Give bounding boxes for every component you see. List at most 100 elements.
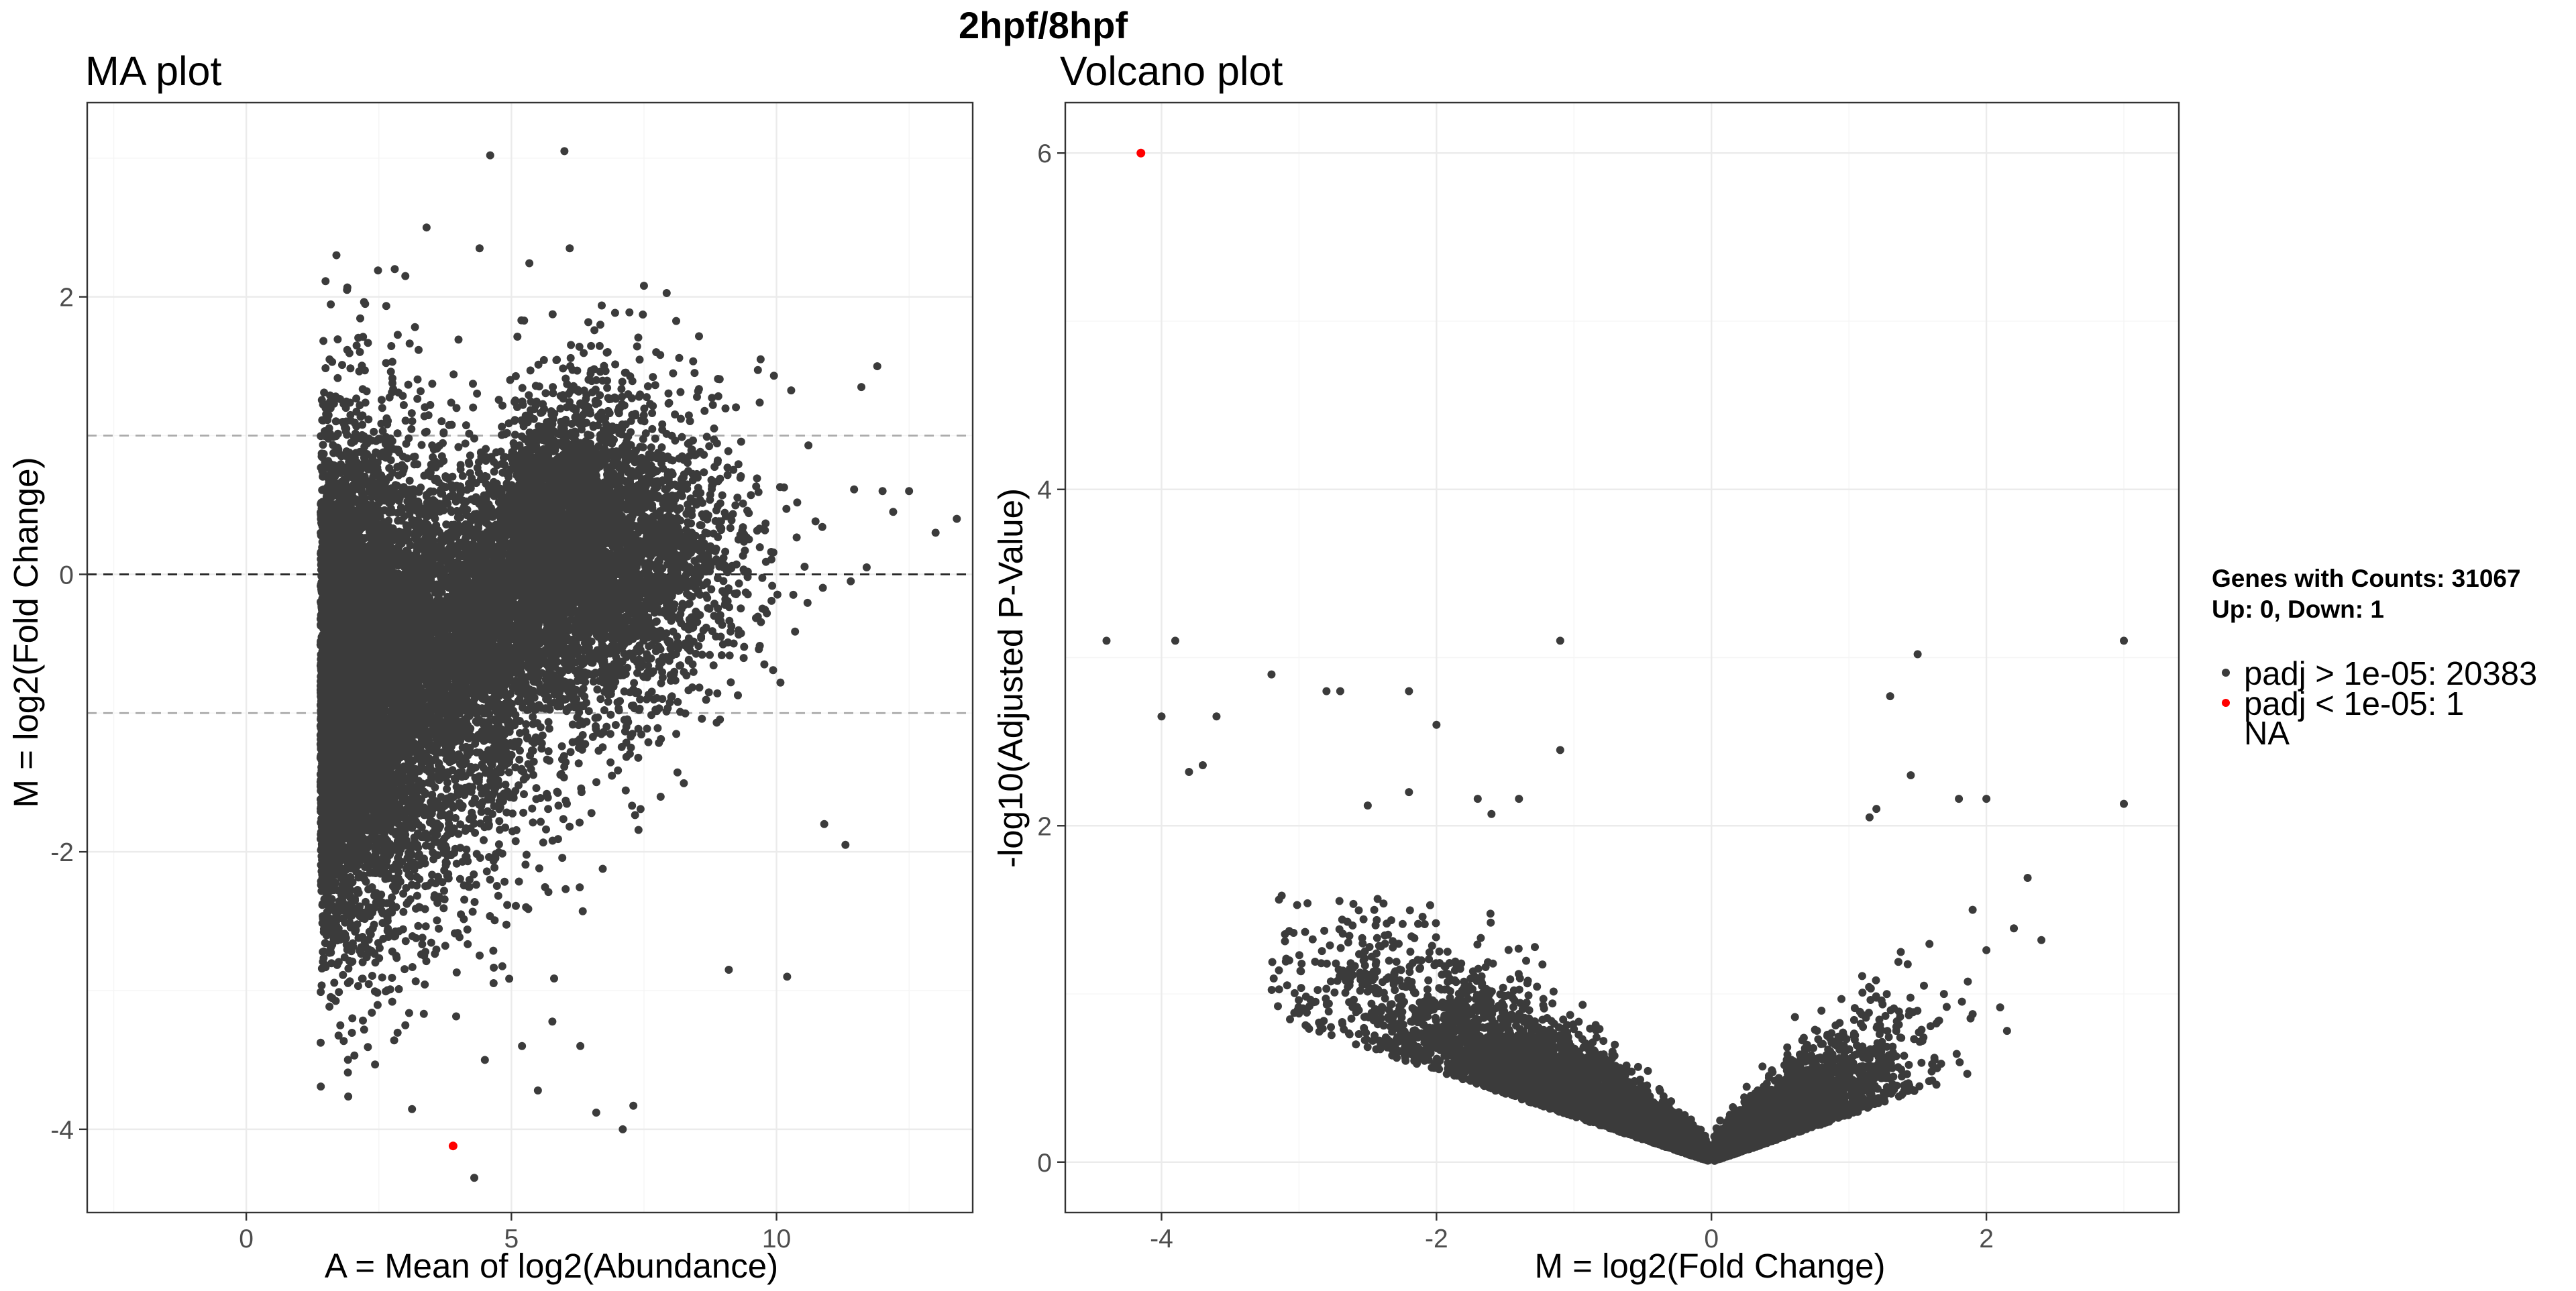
legend-marker-not-significant	[2222, 669, 2230, 677]
ma-point-cloud	[316, 259, 859, 1113]
vo-point	[2120, 636, 2129, 645]
ma-point	[348, 1014, 357, 1023]
volcano-plot-panel: Volcano plot -4 -2 0 2 0 2 4 6 M = log2(Fold Ch…	[991, 48, 2180, 1285]
ma-point	[566, 244, 574, 253]
ma-point	[847, 577, 855, 585]
ma-point	[480, 1056, 489, 1064]
ma-plot-title: MA plot	[85, 48, 221, 94]
volcano-ticks: -4 -2 0 2 0 2 4 6	[1037, 139, 1994, 1253]
vo-point	[1556, 636, 1564, 645]
ma-y-tick-label: -4	[50, 1116, 74, 1145]
legend-label-significant: padj < 1e-05: 1	[2244, 686, 2464, 722]
ma-x-tick-label: 10	[762, 1225, 791, 1253]
figure-title: 2hpf/8hpf	[959, 4, 1128, 46]
vo-point	[1996, 1003, 2004, 1012]
ma-point	[783, 972, 792, 981]
ma-point	[878, 487, 887, 496]
vo-x-tick-label: 2	[1979, 1225, 1994, 1253]
vo-point	[1473, 795, 1482, 803]
vo-point	[1432, 720, 1441, 729]
vo-point	[1515, 795, 1523, 803]
ma-plot-panel: MA plot 0 5 10 -4 -2 0 2 A = Mean of log2(Abun…	[7, 48, 974, 1285]
vo-y-tick-label: 2	[1037, 812, 1052, 841]
ma-point	[905, 487, 914, 496]
ma-point	[873, 362, 881, 371]
volcano-point-cloud	[1267, 891, 1975, 1165]
vo-point	[2037, 936, 2046, 944]
ma-point	[724, 965, 733, 974]
vo-point	[1907, 771, 1915, 780]
volcano-y-axis-title: -log10(Adjusted P-Value)	[991, 488, 1030, 868]
volcano-plot-title: Volcano plot	[1060, 48, 1283, 94]
ma-point	[422, 223, 431, 232]
ma-point	[327, 993, 335, 1002]
ma-point	[639, 282, 648, 290]
ma-x-tick-label: 5	[504, 1225, 519, 1253]
ma-point	[470, 1174, 479, 1182]
volcano-points	[1102, 148, 2129, 1165]
volcano-grid	[1065, 103, 2179, 1213]
ma-point	[889, 508, 898, 516]
ma-point	[953, 514, 961, 523]
ma-points	[316, 147, 961, 1182]
ma-point	[820, 820, 828, 828]
vo-significant-point	[1136, 148, 1146, 158]
ma-x-axis-title: A = Mean of log2(Abundance)	[325, 1247, 778, 1285]
ma-point	[576, 1042, 585, 1050]
legend-title-line-1: Genes with Counts: 31067	[2212, 565, 2521, 592]
vo-point	[1968, 905, 1977, 914]
vo-point	[1487, 809, 1496, 818]
vo-point	[1872, 805, 1881, 813]
ma-point	[560, 147, 569, 156]
vo-point	[1336, 687, 1344, 695]
vo-y-tick-label: 0	[1037, 1149, 1052, 1178]
vo-point	[2120, 799, 2129, 808]
ma-point	[619, 1125, 627, 1133]
vo-point	[1322, 687, 1331, 695]
vo-point	[1913, 650, 1922, 659]
ma-point	[518, 1042, 527, 1050]
vo-point	[2002, 1027, 2011, 1035]
vo-point	[1865, 813, 1874, 822]
ma-point	[841, 840, 850, 849]
vo-point	[1198, 761, 1207, 769]
ma-y-axis-title: M = log2(Fold Change)	[7, 457, 45, 807]
legend-title-line-2: Up: 0, Down: 1	[2212, 596, 2384, 623]
vo-point	[1556, 746, 1564, 754]
vo-x-tick-label: 0	[1704, 1225, 1719, 1253]
ma-panel-border	[86, 101, 974, 1214]
vo-point	[1405, 788, 1413, 797]
ma-point	[931, 528, 940, 537]
vo-point	[2010, 924, 2019, 933]
ma-point	[401, 1021, 410, 1029]
ma-point	[486, 151, 494, 160]
ma-x-tick-label: 0	[239, 1225, 254, 1253]
vo-point	[1185, 768, 1193, 777]
ma-point	[343, 286, 352, 294]
legend-label-not-significant: padj > 1e-05: 20383	[2244, 656, 2537, 692]
ma-point	[592, 1109, 600, 1117]
vo-point	[1886, 692, 1894, 701]
ma-y-tick-label: 2	[59, 284, 74, 313]
vo-point	[1363, 801, 1372, 810]
ma-point	[862, 563, 871, 572]
vo-point	[1157, 712, 1166, 721]
vo-y-tick-label: 4	[1037, 476, 1052, 505]
vo-point	[1982, 795, 1991, 803]
ma-point	[475, 244, 484, 253]
vo-point	[1968, 1010, 1977, 1019]
legend-marker-significant	[2222, 699, 2230, 707]
ma-point	[629, 1101, 638, 1110]
ma-y-tick-label: -2	[50, 838, 74, 867]
vo-x-tick-label: -4	[1150, 1225, 1173, 1253]
ma-point	[390, 265, 399, 274]
legend: Genes with Counts: 31067 Up: 0, Down: 1 …	[2212, 565, 2537, 752]
legend-label-na: NA	[2244, 716, 2290, 752]
vo-point	[1102, 636, 1111, 645]
vo-point	[1267, 670, 1276, 679]
ma-significant-point	[448, 1141, 458, 1151]
ma-point	[533, 1086, 542, 1094]
ma-point	[756, 355, 765, 363]
vo-point	[1212, 712, 1221, 721]
